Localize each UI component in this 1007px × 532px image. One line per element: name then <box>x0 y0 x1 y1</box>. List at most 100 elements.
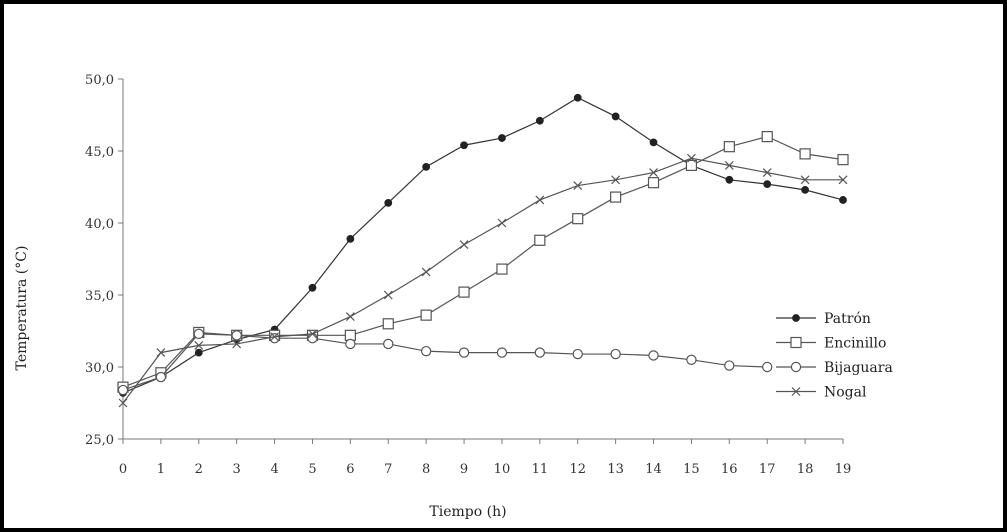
legend-label: Patrón <box>824 311 871 327</box>
data-point <box>270 332 280 342</box>
x-ticks: 0 1 2 3 4 5 6 7 8 9 10 11 12 13 14 15 16 17 18 19 <box>119 439 851 477</box>
data-point <box>193 328 204 340</box>
series-line <box>122 97 844 394</box>
data-point <box>269 333 280 344</box>
data-point <box>724 360 735 371</box>
y-ticks: 25,0 30,0 35,0 40,0 45,0 50,0 <box>85 73 123 448</box>
y-tick-label: 40,0 <box>85 217 114 232</box>
legend-label: Nogal <box>824 385 867 401</box>
data-point <box>496 347 508 358</box>
data-point <box>458 347 470 358</box>
data-point <box>685 159 698 171</box>
y-axis-title: Temperatura (°C) <box>14 246 30 371</box>
data-point <box>800 175 810 185</box>
data-point <box>346 234 355 243</box>
y-tick-label: 35,0 <box>85 289 114 304</box>
data-point <box>307 333 318 344</box>
data-point <box>458 286 470 298</box>
x-tick-label: 13 <box>607 462 624 477</box>
legend-item: Encinillo <box>776 336 886 352</box>
y-tick-label: 45,0 <box>85 145 114 160</box>
data-point <box>837 154 849 166</box>
x-tick-label: 6 <box>346 462 354 477</box>
data-point <box>535 116 544 125</box>
x-tick-label: 5 <box>308 462 316 477</box>
legend-item: Patrón <box>776 311 871 327</box>
data-point <box>384 198 393 207</box>
data-point <box>383 338 394 350</box>
data-point <box>648 350 659 361</box>
data-point <box>611 175 621 185</box>
data-point <box>838 175 848 185</box>
x-axis-title: Tiempo (h) <box>429 504 506 520</box>
x-tick-label: 3 <box>233 462 241 477</box>
data-point <box>610 191 622 203</box>
y-tick-label: 25,0 <box>85 433 114 448</box>
data-point <box>308 329 317 339</box>
data-point <box>460 141 468 150</box>
data-point <box>573 93 582 102</box>
data-point <box>155 371 167 383</box>
series-line <box>122 135 844 388</box>
data-point <box>194 340 204 350</box>
x-tick-label: 9 <box>460 462 468 477</box>
data-point <box>572 213 584 225</box>
x-tick-label: 10 <box>494 462 511 477</box>
data-point <box>762 168 772 178</box>
x-tick-label: 11 <box>532 462 549 477</box>
x-tick-label: 7 <box>384 462 392 477</box>
x-tick-label: 2 <box>195 462 203 477</box>
data-point <box>686 153 696 163</box>
series-nogal <box>118 153 848 408</box>
data-point <box>573 181 583 190</box>
data-point <box>117 384 129 396</box>
legend-label: Encinillo <box>824 336 886 352</box>
data-point <box>345 312 355 322</box>
legend-item: Nogal <box>776 385 867 401</box>
data-point <box>498 134 506 142</box>
data-point <box>799 148 811 160</box>
data-point <box>497 218 507 228</box>
x-tick-label: 16 <box>721 462 738 477</box>
series-line <box>122 333 768 391</box>
x-tick-label: 18 <box>797 462 814 477</box>
data-point <box>534 234 546 246</box>
series-patrn <box>119 93 847 397</box>
data-point <box>382 318 394 330</box>
data-point <box>686 354 697 365</box>
data-point <box>791 387 801 396</box>
x-tick-label: 1 <box>157 462 165 477</box>
legend: Patrón Encinillo Bijaguara Nogal <box>776 311 893 401</box>
data-point <box>792 314 800 322</box>
data-point <box>762 361 773 373</box>
x-tick-label: 17 <box>759 462 776 477</box>
data-point <box>763 180 772 189</box>
data-point <box>156 348 166 358</box>
x-tick-label: 0 <box>119 462 127 477</box>
data-point <box>572 348 583 360</box>
series-line <box>122 157 843 404</box>
series-bijaguara <box>117 328 773 396</box>
y-tick-label: 50,0 <box>85 73 114 88</box>
data-point <box>723 141 735 153</box>
x-tick-label: 8 <box>422 462 430 477</box>
data-point <box>790 361 802 373</box>
x-tick-label: 15 <box>683 462 700 477</box>
data-point <box>422 162 431 171</box>
data-point <box>725 175 734 184</box>
x-tick-label: 4 <box>270 462 278 477</box>
x-tick-label: 12 <box>569 462 586 477</box>
data-point <box>232 339 242 349</box>
data-point <box>790 336 802 349</box>
y-tick-label: 30,0 <box>85 361 114 376</box>
data-point <box>496 263 508 275</box>
series <box>117 93 849 408</box>
data-point <box>459 240 469 250</box>
data-point <box>649 168 658 178</box>
data-point <box>535 195 545 205</box>
x-tick-label: 19 <box>835 462 852 477</box>
legend-label: Bijaguara <box>824 360 893 376</box>
data-point <box>231 330 242 341</box>
data-point <box>420 309 432 321</box>
data-point <box>647 177 660 189</box>
